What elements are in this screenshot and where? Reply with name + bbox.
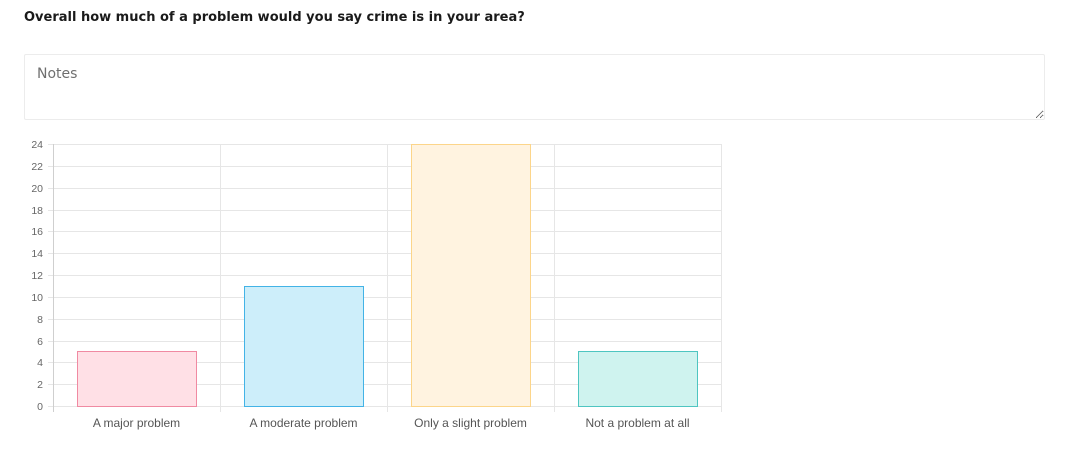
chart-bars bbox=[77, 144, 698, 407]
question-title: Overall how much of a problem would you … bbox=[24, 10, 525, 25]
y-tick-label: 10 bbox=[31, 292, 43, 304]
chart-x-labels: A major problem A moderate problem Only a … bbox=[93, 416, 690, 430]
y-tick-label: 8 bbox=[37, 314, 43, 326]
y-tick-label: 24 bbox=[31, 139, 43, 151]
y-tick-label: 4 bbox=[37, 357, 43, 369]
x-tick-label: A major problem bbox=[93, 416, 180, 430]
y-tick-label: 6 bbox=[37, 336, 43, 348]
bar-1 bbox=[77, 351, 197, 407]
y-tick-label: 16 bbox=[31, 226, 43, 238]
y-tick-label: 12 bbox=[31, 270, 43, 282]
notes-textarea[interactable] bbox=[24, 54, 1045, 120]
bar-3 bbox=[411, 144, 531, 407]
y-tick-label: 20 bbox=[31, 183, 43, 195]
x-tick-label: A moderate problem bbox=[249, 416, 357, 430]
chart-grid bbox=[48, 144, 722, 412]
y-tick-label: 22 bbox=[31, 161, 43, 173]
x-tick-label: Not a problem at all bbox=[585, 416, 689, 430]
bar-4 bbox=[578, 351, 698, 407]
y-tick-label: 2 bbox=[37, 379, 43, 391]
x-tick-label: Only a slight problem bbox=[414, 416, 527, 430]
bar-2 bbox=[244, 286, 364, 407]
y-tick-label: 14 bbox=[31, 248, 43, 260]
y-tick-label: 0 bbox=[37, 401, 43, 413]
y-tick-label: 18 bbox=[31, 205, 43, 217]
